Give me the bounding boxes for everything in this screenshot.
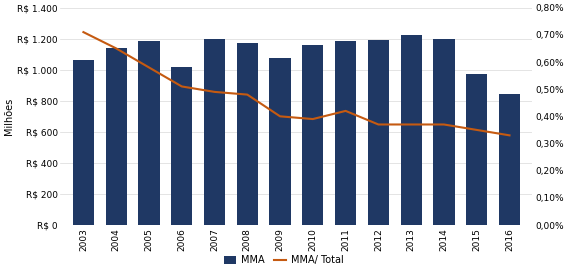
Legend: MMA, MMA/ Total: MMA, MMA/ Total [220, 251, 348, 269]
Bar [466, 74, 487, 225]
Bar [433, 39, 454, 225]
Bar [204, 39, 225, 225]
Bar [237, 43, 258, 225]
Y-axis label: Milhões: Milhões [4, 98, 14, 135]
Bar [106, 48, 127, 225]
Bar [400, 35, 422, 225]
Bar [335, 41, 356, 225]
Bar [73, 61, 94, 225]
Bar [139, 41, 160, 225]
Bar [171, 67, 193, 225]
Bar [269, 58, 291, 225]
Bar [499, 94, 520, 225]
Bar [302, 45, 324, 225]
Bar [367, 40, 389, 225]
